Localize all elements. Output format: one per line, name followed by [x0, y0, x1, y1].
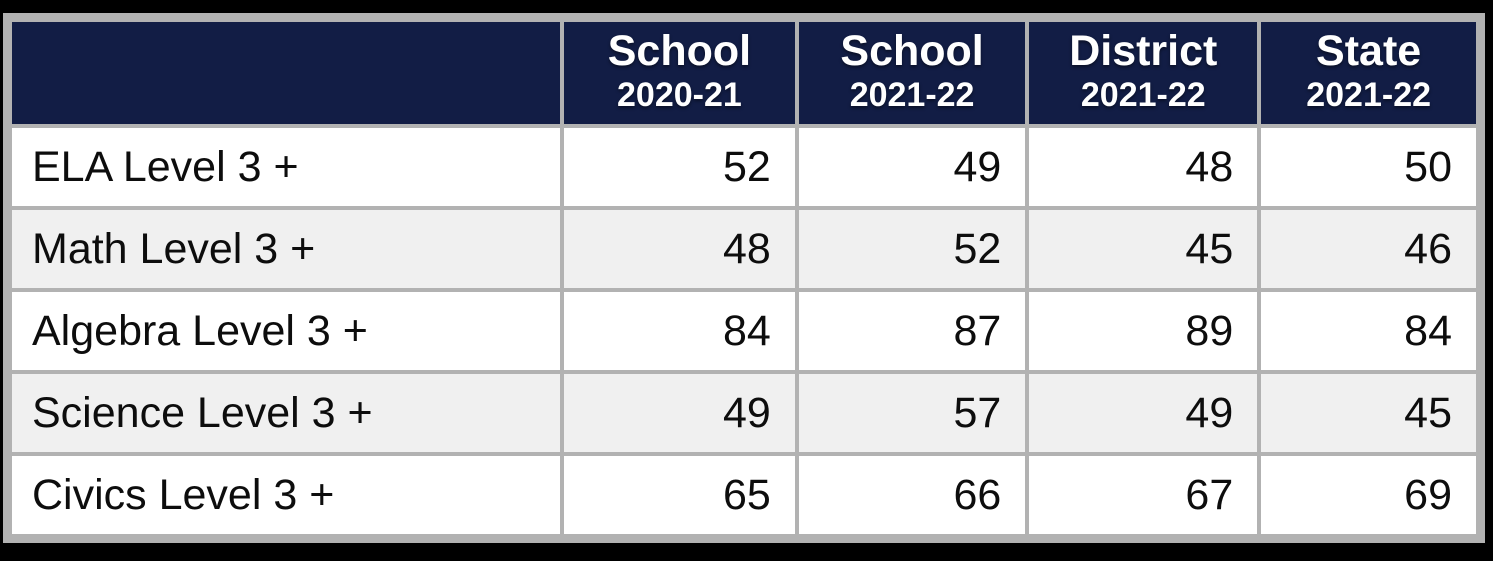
value-cell: 69 [1257, 452, 1480, 538]
header-district-2021-22: District 2021-22 [1025, 18, 1262, 128]
value-cell: 45 [1025, 206, 1262, 292]
row-label-cell: Science Level 3 + [8, 370, 564, 456]
table-row-algebra: Algebra Level 3 + 84 87 89 84 [8, 288, 1480, 374]
value-cell: 46 [1257, 206, 1480, 292]
value-cell: 89 [1025, 288, 1262, 374]
table-row-ela: ELA Level 3 + 52 49 48 50 [8, 124, 1480, 210]
table-row-civics: Civics Level 3 + 65 66 67 69 [8, 452, 1480, 538]
header-label: State [1316, 26, 1422, 75]
value-cell: 84 [1257, 288, 1480, 374]
value-cell: 50 [1257, 124, 1480, 210]
table-row-math: Math Level 3 + 48 52 45 46 [8, 206, 1480, 292]
value-cell: 87 [794, 288, 1030, 374]
header-label: District [1069, 26, 1218, 75]
value-cell: 67 [1025, 452, 1262, 538]
value-cell: 52 [559, 124, 799, 210]
value-cell: 49 [1025, 370, 1262, 456]
header-year: 2020-21 [617, 76, 742, 115]
row-label-cell: Algebra Level 3 + [8, 288, 564, 374]
table-frame: School 2020-21 School 2021-22 District 2… [3, 13, 1485, 543]
assessment-results-table: School 2020-21 School 2021-22 District 2… [8, 18, 1480, 538]
value-cell: 66 [794, 452, 1030, 538]
value-cell: 65 [559, 452, 799, 538]
value-cell: 45 [1257, 370, 1480, 456]
value-cell: 49 [794, 124, 1030, 210]
value-cell: 52 [794, 206, 1030, 292]
header-school-2021-22: School 2021-22 [794, 18, 1030, 128]
header-empty-cell [8, 18, 564, 128]
header-year: 2021-22 [1080, 76, 1206, 115]
header-label: School [840, 26, 984, 75]
header-school-2020-21: School 2020-21 [559, 18, 799, 128]
header-row: School 2020-21 School 2021-22 District 2… [8, 18, 1480, 128]
header-label: School [607, 26, 752, 75]
value-cell: 48 [559, 206, 799, 292]
value-cell: 84 [559, 288, 799, 374]
value-cell: 49 [559, 370, 799, 456]
header-year: 2021-22 [849, 76, 975, 115]
value-cell: 48 [1025, 124, 1262, 210]
header-state-2021-22: State 2021-22 [1257, 18, 1480, 128]
row-label-cell: Math Level 3 + [8, 206, 564, 292]
value-cell: 57 [794, 370, 1030, 456]
header-year: 2021-22 [1306, 76, 1432, 115]
row-label-cell: Civics Level 3 + [8, 452, 564, 538]
table-row-science: Science Level 3 + 49 57 49 45 [8, 370, 1480, 456]
row-label-cell: ELA Level 3 + [8, 124, 564, 210]
